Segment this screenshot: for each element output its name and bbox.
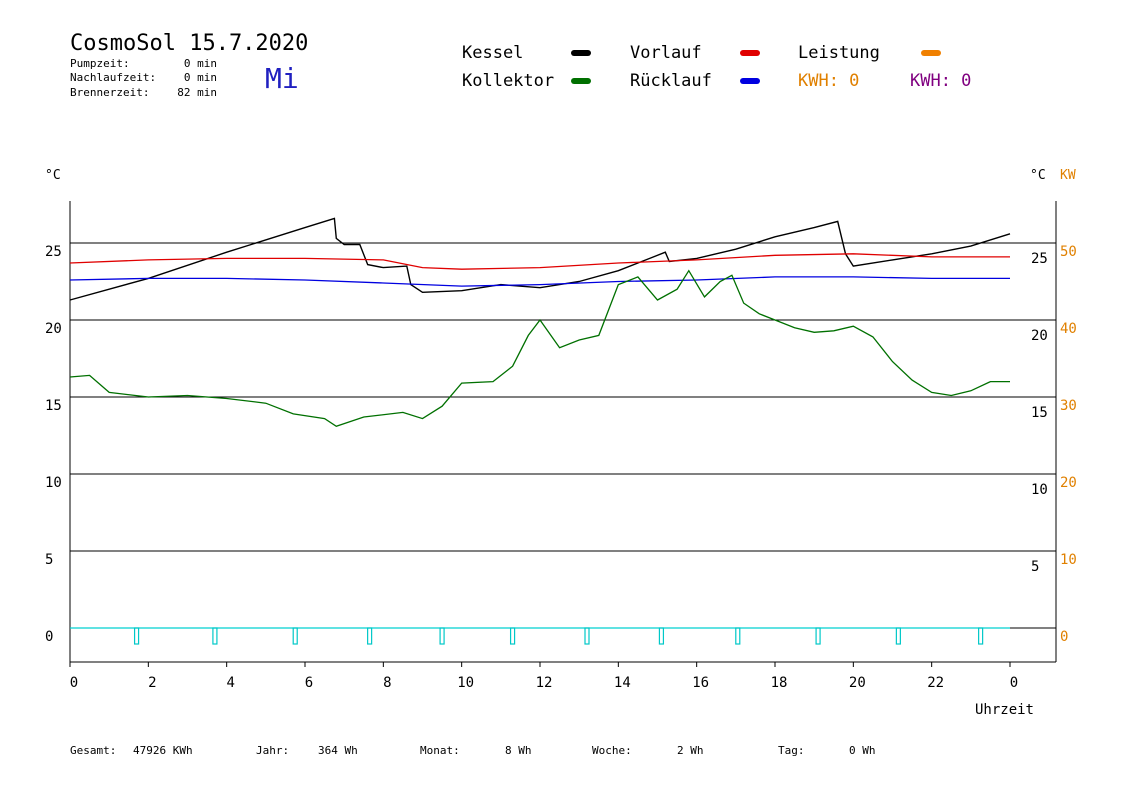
legend-kollektor-swatch	[571, 78, 591, 84]
y-power-label-0: 0	[1060, 629, 1068, 645]
footer-monat-value: 8 Wh	[505, 744, 532, 757]
pump-marker-0	[133, 627, 140, 645]
pump-marker-7	[658, 627, 665, 645]
stat-nachlaufzeit-label: Nachlaufzeit:	[70, 71, 156, 84]
legend-ruecklauf-swatch	[740, 78, 760, 84]
y-power-label-50: 50	[1060, 244, 1077, 260]
legend-ruecklauf-label: Rücklauf	[630, 71, 712, 91]
y-left-label-10: 10	[45, 475, 62, 491]
x-tick-label-0: 0	[70, 675, 78, 691]
y-right-label-5: 5	[1031, 559, 1039, 575]
pump-marker-9	[815, 627, 821, 645]
y-right-label-25: 25	[1031, 251, 1048, 267]
legend-leistung-swatch	[921, 50, 941, 56]
y-left-label-25: 25	[45, 244, 62, 260]
pump-marker-1	[212, 627, 218, 645]
pump-marker-3	[367, 627, 373, 645]
footer-monat-label: Monat:	[420, 744, 460, 757]
pump-marker-6	[584, 627, 590, 645]
x-tick-label-7: 14	[614, 675, 631, 691]
x-tick-label-5: 10	[457, 675, 474, 691]
y-left-label-20: 20	[45, 321, 62, 337]
pump-marker-10	[895, 627, 901, 645]
stat-brennerzeit-value: 82 min	[177, 86, 217, 99]
legend-kessel-swatch	[571, 50, 591, 56]
x-tick-label-10: 20	[849, 675, 866, 691]
pump-marker-2	[292, 627, 298, 645]
footer-jahr-label: Jahr:	[256, 744, 289, 757]
x-tick-label-12: 0	[1010, 675, 1018, 691]
y-right-label-20: 20	[1031, 328, 1048, 344]
series-lines	[69, 217, 1011, 428]
x-tick-label-2: 4	[226, 675, 234, 691]
legend-vorlauf-swatch	[740, 50, 760, 56]
footer-woche-value: 2 Wh	[677, 744, 704, 757]
y-power-label-30: 30	[1060, 398, 1077, 414]
tick-labels: 0 2 4 6 8 10 12 14 16 18 20 22 0 0 5 10 15 20 25 5 10 15 20 25 0…	[45, 244, 1077, 691]
pump-marker-5	[509, 627, 516, 645]
pump-markers	[70, 627, 1010, 645]
y-right-label-10: 10	[1031, 482, 1048, 498]
x-tick-label-11: 22	[927, 675, 944, 691]
legend: Kessel Vorlauf Leistung Kollektor Rückla…	[462, 43, 971, 91]
legend-leistung-label: Leistung	[798, 43, 880, 63]
left-unit-label: °C	[45, 168, 61, 183]
pump-marker-4	[439, 627, 445, 645]
x-tick-label-8: 16	[692, 675, 709, 691]
x-tick-label-9: 18	[771, 675, 788, 691]
series-line-kollektor	[69, 269, 1010, 428]
x-axis-label: Uhrzeit	[975, 702, 1034, 718]
footer-tag-label: Tag:	[778, 744, 805, 757]
grid-lines	[70, 242, 1056, 629]
stat-brennerzeit-label: Brennerzeit:	[70, 86, 149, 99]
stat-nachlaufzeit-value: 0 min	[184, 71, 217, 84]
footer-tag-value: 0 Wh	[849, 744, 876, 757]
legend-kessel-label: Kessel	[462, 43, 523, 63]
x-tick-label-1: 2	[148, 675, 156, 691]
y-left-label-15: 15	[45, 398, 62, 414]
y-right-label-15: 15	[1031, 405, 1048, 421]
y-left-label-0: 0	[45, 629, 53, 645]
footer-gesamt-value: 47926 KWh	[133, 744, 193, 757]
series-line-kessel	[69, 217, 1011, 301]
footer-woche-label: Woche:	[592, 744, 632, 757]
series-line-vorlauf	[69, 253, 1010, 270]
power-unit-label: KW	[1060, 168, 1076, 183]
stats-block: Pumpzeit: 0 min Nachlaufzeit: 0 min Bren…	[70, 57, 217, 99]
pump-marker-11	[978, 627, 984, 645]
legend-vorlauf-label: Vorlauf	[630, 43, 702, 63]
pump-marker-8	[735, 627, 741, 645]
axes	[69, 201, 1057, 667]
x-tick-label-4: 8	[383, 675, 391, 691]
stat-pumpzeit-value: 0 min	[184, 57, 217, 70]
y-left-label-5: 5	[45, 552, 53, 568]
y-power-label-10: 10	[1060, 552, 1077, 568]
x-tick-label-3: 6	[305, 675, 313, 691]
legend-kollektor-label: Kollektor	[462, 71, 554, 91]
series-line-ruecklauf	[69, 276, 1010, 287]
footer-gesamt-label: Gesamt:	[70, 744, 116, 757]
x-tick-label-6: 12	[536, 675, 553, 691]
y-power-label-40: 40	[1060, 321, 1077, 337]
y-power-label-20: 20	[1060, 475, 1077, 491]
weekday-label: Mi	[265, 62, 299, 95]
footer-stats: Gesamt: 47926 KWh Jahr: 364 Wh Monat: 8 …	[70, 744, 876, 757]
chart-title: CosmoSol 15.7.2020	[70, 31, 308, 56]
right-unit-label: °C	[1030, 168, 1046, 183]
footer-jahr-value: 364 Wh	[318, 744, 358, 757]
legend-kwh-orange: KWH: 0	[798, 71, 859, 91]
stat-pumpzeit-label: Pumpzeit:	[70, 57, 130, 70]
legend-kwh-purple: KWH: 0	[910, 71, 971, 91]
